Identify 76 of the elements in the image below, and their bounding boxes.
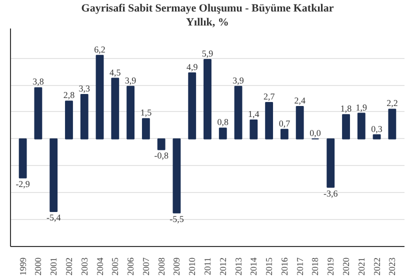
data-label: 0,3 [371,124,383,134]
bar [142,118,150,140]
data-label: 2,4 [294,96,306,106]
chart-title: Gayrisafi Sabit Sermaye Oluşumu - Büyüme Katkılar [81,2,334,14]
bar [234,86,242,140]
bar [18,138,27,178]
bar [172,138,181,214]
bar [372,134,381,140]
data-label: 1,4 [248,109,260,120]
x-tick-label: 2012 [218,258,228,276]
x-tick-label: 2022 [372,258,382,276]
x-tick-label: 2013 [233,257,244,276]
bar [388,108,396,140]
bar [204,58,212,140]
x-tick-label: 2016 [279,257,290,276]
bar [296,106,304,140]
x-tick-label: 2008 [156,257,166,276]
data-label: -3,6 [324,188,338,198]
bar [126,86,135,140]
bar [34,87,42,140]
data-label: -5,4 [46,212,62,223]
data-label: 3,8 [32,76,44,87]
bar [157,138,166,150]
bar [326,138,335,188]
bar [265,102,274,140]
data-label: 3,9 [232,75,244,86]
data-label: 0,8 [217,117,230,128]
data-label: 0,0 [310,128,322,138]
data-label: 6,2 [94,44,106,54]
data-label: -0,8 [154,150,169,161]
x-tick-label: 2003 [79,257,90,276]
x-tick-label: 2020 [341,257,352,276]
x-tick-label: 2000 [33,257,44,276]
x-tick-label: 2009 [172,257,182,276]
data-label: 5,9 [202,48,214,58]
bar [111,78,120,140]
x-tick-label: 1999 [18,257,28,276]
x-tick-label: 2014 [248,257,259,276]
x-tick-label: 2011 [202,257,212,276]
x-tick-label: 2002 [64,258,74,276]
data-label: 1,5 [140,108,152,118]
bar [96,54,104,140]
x-tick-label: 2017 [294,257,305,276]
data-label: -5,5 [170,214,184,224]
x-tick-label: 2001 [48,258,59,276]
bar [218,128,227,140]
data-label: -2,9 [16,178,30,189]
data-label: 2,7 [263,92,276,102]
x-tick-label: 2018 [310,257,320,276]
data-label: 4,5 [110,67,122,78]
bar [80,94,88,140]
bar [357,112,366,140]
data-label: 3,3 [78,83,90,94]
data-label: 0,7 [278,118,291,128]
data-label: 2,8 [63,90,76,100]
data-label: 2,2 [386,98,398,108]
bar [250,120,258,140]
data-label: 1,9 [356,102,368,112]
bar [50,138,58,212]
x-tick-label: 2021 [356,258,366,276]
x-tick-label: 2006 [126,257,136,276]
x-tick-label: 2007 [140,257,151,276]
x-tick-label: 2015 [264,257,274,276]
x-tick-label: 2019 [326,257,336,276]
x-tick-label: 2004 [94,257,105,276]
bar [188,72,196,140]
data-label: 1,8 [340,104,352,114]
x-tick-label: 2023 [387,257,398,276]
data-label: 4,9 [186,62,198,72]
bar [280,128,288,140]
chart-subtitle: Yıllık, % [186,16,229,28]
bar [342,114,350,140]
x-tick-label: 2005 [110,257,120,276]
data-label: 3,9 [124,75,137,86]
x-tick-label: 2010 [187,257,198,276]
bar [65,100,73,140]
